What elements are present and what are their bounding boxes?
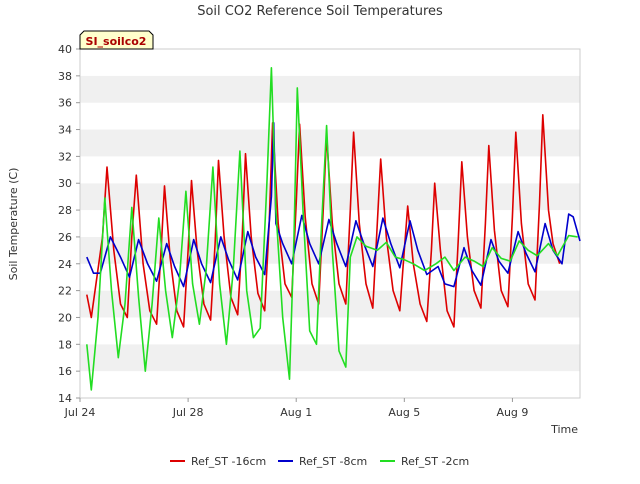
y-tick-label: 18 [58,338,72,351]
axis-layer: 14 16 18 20 22 24 26 28 30 32 34 36 38 40 Jul 24 Jul 28… [58,43,528,419]
legend: Ref_ST -16cm Ref_ST -8cm Ref_ST -2cm [170,455,469,468]
y-tick-label: 14 [58,392,72,405]
series-layer [86,67,581,391]
y-tick-label: 28 [58,204,72,217]
y-tick-label: 30 [58,177,72,190]
grid-band [80,371,580,398]
legend-label: Ref_ST -2cm [401,455,469,468]
y-tick-label: 26 [58,231,72,244]
x-tick-label: Aug 9 [496,406,528,419]
x-tick-label: Jul 24 [64,406,96,419]
grid-band [80,102,580,130]
site-label-box [79,30,154,50]
grid-band [80,129,580,157]
grid-band [80,49,580,76]
site-label-text: SI_soilco2 [86,35,147,48]
series-line-2 [86,122,581,288]
y-tick-label: 24 [58,258,72,271]
series-line-3 [86,67,578,391]
grid-band [80,317,580,345]
x-axis-label: Time [550,423,578,436]
y-tick-label: 16 [58,365,72,378]
grid-band [80,75,580,103]
legend-label: Ref_ST -8cm [299,455,367,468]
legend-label: Ref_ST -16cm [191,455,266,468]
y-axis-label: Soil Temperature (C) [7,168,20,281]
x-tick-label: Jul 28 [172,406,204,419]
y-tick-label: 34 [58,124,72,137]
y-tick-label: 22 [58,285,72,298]
site-label-badge: SI_soilco2 [79,30,154,50]
y-tick-label: 38 [58,70,72,83]
x-tick-label: Aug 5 [388,406,420,419]
chart-title: Soil CO2 Reference Soil Temperatures [197,4,443,19]
y-tick-label: 40 [58,43,72,56]
y-tick-label: 20 [58,311,72,324]
grid-band [80,290,580,318]
x-tick-label: Aug 1 [280,406,312,419]
grid-band [80,344,580,372]
y-tick-label: 32 [58,150,72,163]
plot-frame [79,48,581,399]
y-tick-label: 36 [58,97,72,110]
